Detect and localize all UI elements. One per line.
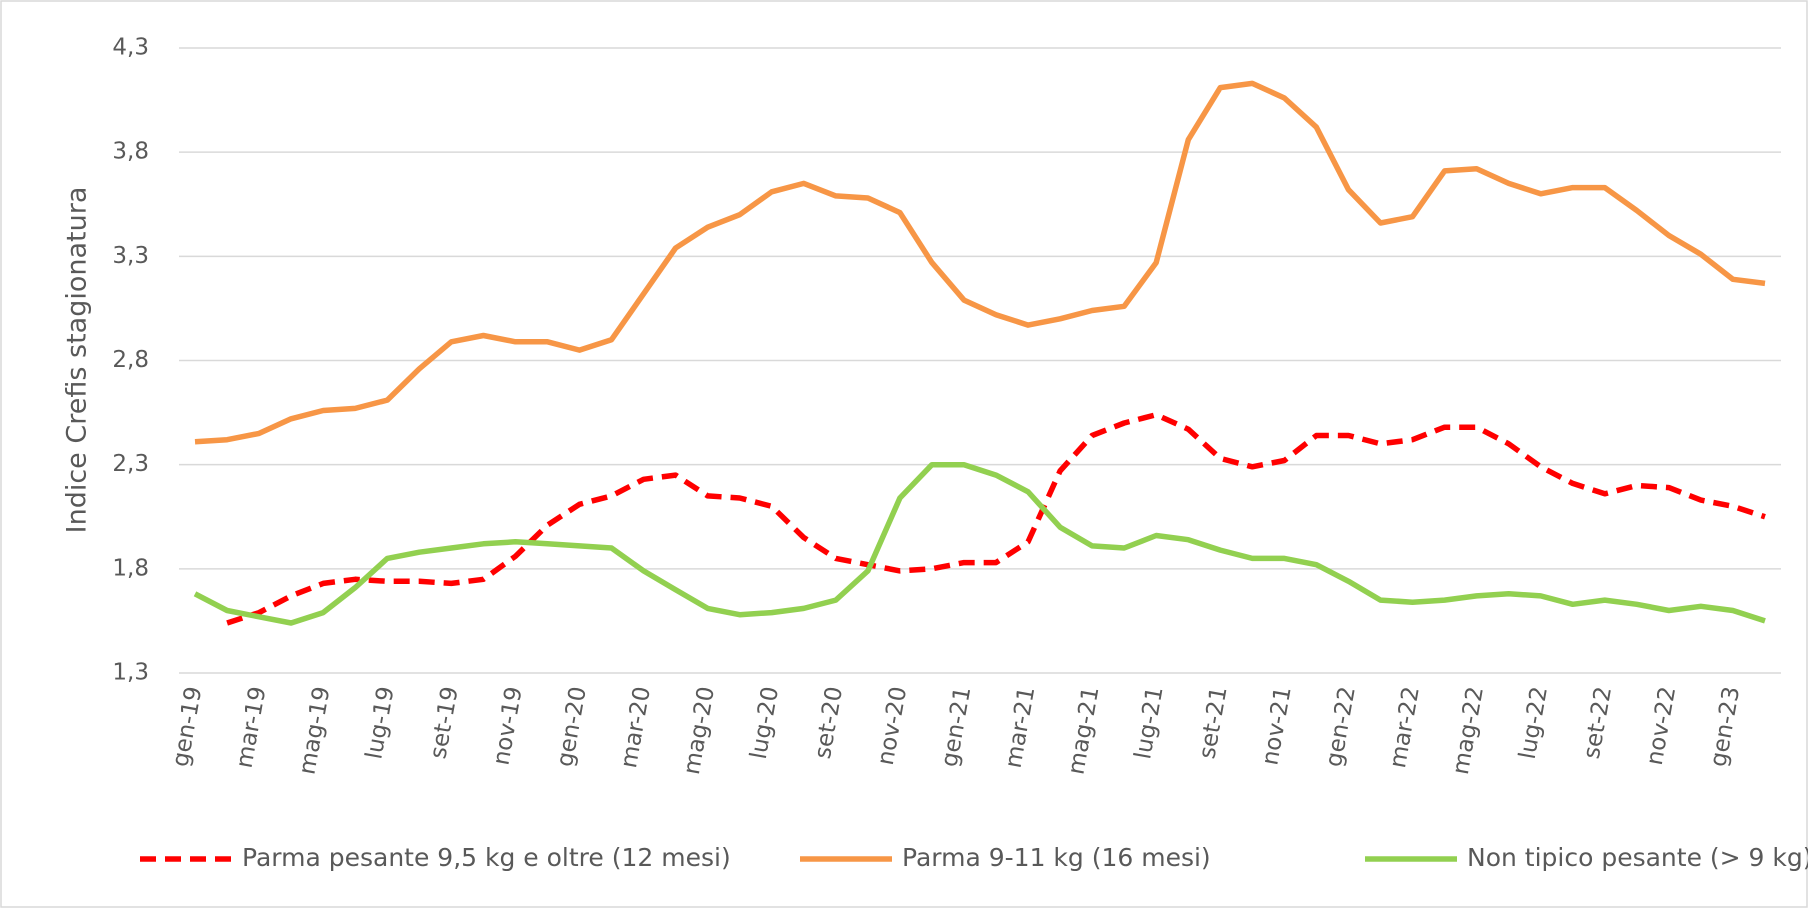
- series-line: [194, 80, 1766, 445]
- series-line: [226, 411, 1766, 626]
- y-tick-label: 3,3: [112, 243, 149, 269]
- y-axis-title: Indice Crefis stagionatura: [62, 187, 93, 534]
- legend-label: Non tipico pesante (> 9 kg): [1467, 843, 1808, 872]
- y-tick-label: 2,3: [112, 451, 149, 477]
- y-tick-label: 4,3: [112, 35, 149, 61]
- y-tick-label: 1,3: [112, 660, 149, 686]
- y-tick-label: 3,8: [112, 139, 149, 165]
- y-tick-label: 2,8: [112, 347, 149, 373]
- series-line: [193, 461, 1766, 626]
- y-tick-label: 1,8: [112, 555, 149, 581]
- legend-label: Parma 9-11 kg (16 mesi): [902, 843, 1211, 872]
- legend-label: Parma pesante 9,5 kg e oltre (12 mesi): [242, 843, 731, 872]
